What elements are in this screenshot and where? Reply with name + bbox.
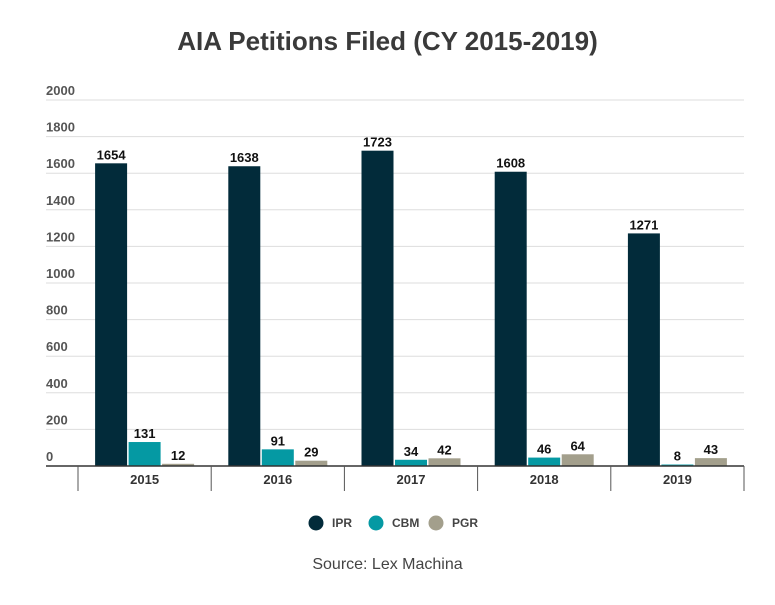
legend: IPR CBM PGR (308, 515, 478, 531)
data-label: 46 (537, 442, 551, 457)
legend-marker-ipr (308, 515, 324, 531)
bar-cbm (395, 459, 427, 466)
y-tick-label: 1400 (46, 193, 75, 208)
data-label: 42 (437, 442, 451, 457)
bar-pgr (162, 463, 195, 466)
chart-title: AIA Petitions Filed (CY 2015-2019) (177, 26, 598, 56)
y-tick-label: 1000 (46, 266, 75, 281)
y-tick-label: 800 (46, 303, 68, 318)
data-label: 1638 (230, 150, 259, 165)
y-tick-label: 1600 (46, 156, 75, 171)
bar-pgr (561, 454, 594, 466)
bar-cbm (128, 442, 161, 466)
gridlines (46, 99, 744, 430)
y-tick-label: 1200 (46, 229, 75, 244)
x-tick-label: 2018 (530, 472, 559, 487)
bar-cbm (261, 449, 294, 466)
bar-pgr (428, 458, 461, 466)
data-label: 1271 (629, 217, 658, 232)
data-label: 8 (674, 449, 681, 464)
data-label: 12 (171, 448, 185, 463)
bar-ipr (361, 150, 394, 467)
legend-marker-cbm (368, 515, 384, 531)
data-label: 131 (134, 426, 156, 441)
y-tick-label: 400 (46, 376, 68, 391)
y-tick-label: 200 (46, 412, 68, 427)
bar-ipr (228, 166, 261, 466)
y-tick-label: 600 (46, 339, 68, 354)
data-label: 64 (570, 438, 585, 453)
x-tick-label: 2015 (130, 472, 159, 487)
data-label: 91 (271, 433, 285, 448)
x-axis: 2015 2016 2017 2018 2019 (46, 465, 745, 491)
x-tick-label: 2016 (263, 472, 292, 487)
bar-pgr (694, 458, 727, 466)
bars (95, 150, 727, 467)
data-labels: 1654 131 12 1638 91 29 1723 34 42 1608 46 64 1271 8 43 (97, 135, 718, 464)
y-tick-label: 0 (46, 449, 53, 464)
data-label: 29 (304, 445, 318, 460)
source-note: Source: Lex Machina (312, 556, 463, 573)
legend-label: IPR (332, 516, 352, 530)
bar-cbm (528, 457, 561, 466)
data-label: 1654 (97, 147, 127, 162)
y-tick-label: 2000 (46, 83, 75, 98)
bar-ipr (95, 163, 128, 466)
x-tick-label: 2017 (397, 472, 426, 487)
legend-label: CBM (392, 516, 419, 530)
y-axis-ticks: 0 200 400 600 800 1000 1200 1400 1600 1800 2000 (46, 83, 75, 464)
legend-label: PGR (452, 516, 478, 530)
bar-ipr (494, 171, 527, 466)
bar-ipr (627, 233, 660, 466)
data-label: 43 (704, 442, 718, 457)
bar-pgr (295, 460, 328, 466)
data-label: 34 (404, 444, 419, 459)
x-tick-label: 2019 (663, 472, 692, 487)
data-label: 1723 (363, 135, 392, 150)
y-tick-label: 1800 (46, 120, 75, 135)
data-label: 1608 (496, 156, 525, 171)
legend-marker-pgr (428, 515, 444, 531)
